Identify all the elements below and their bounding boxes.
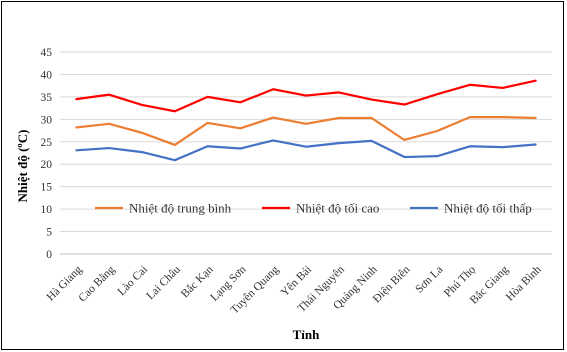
x-tick-label: Cao Bằng [76,263,118,305]
x-tick-label: Hòa Bình [504,263,544,303]
x-tick-label: Sơn La [413,264,445,296]
y-tick-label: 40 [41,69,53,81]
y-tick-label: 45 [41,47,53,59]
y-axis-title: Nhiệt độ (ºC) [15,130,30,203]
series-line-2 [75,139,537,162]
x-axis-title: Tỉnh [293,327,321,342]
y-tick-label: 10 [41,204,53,216]
legend: Nhiệt độ trung bình Nhiệt độ tối cao Nhiệt… [95,201,532,216]
legend-label: Nhiệt độ tối cao [296,201,379,216]
legend-label: Nhiệt độ trung bình [129,201,232,216]
y-tick-label: 30 [41,114,53,126]
y-tick-labels: 0 5 10 15 20 25 30 35 40 45 [41,47,53,261]
y-tick-label: 25 [41,137,53,149]
y-tick-label: 15 [41,182,53,194]
y-tick-label: 35 [41,92,53,104]
series-line-0 [75,115,537,147]
series-line-1 [75,79,537,113]
x-tick-label: Lai Châu [144,263,183,302]
legend-label: Nhiệt độ tối thấp [444,201,532,216]
y-tick-label: 0 [46,249,52,261]
y-tick-label: 20 [41,159,53,171]
series-lines [75,79,537,162]
gridlines [60,51,552,255]
y-tick-label: 5 [46,227,52,239]
